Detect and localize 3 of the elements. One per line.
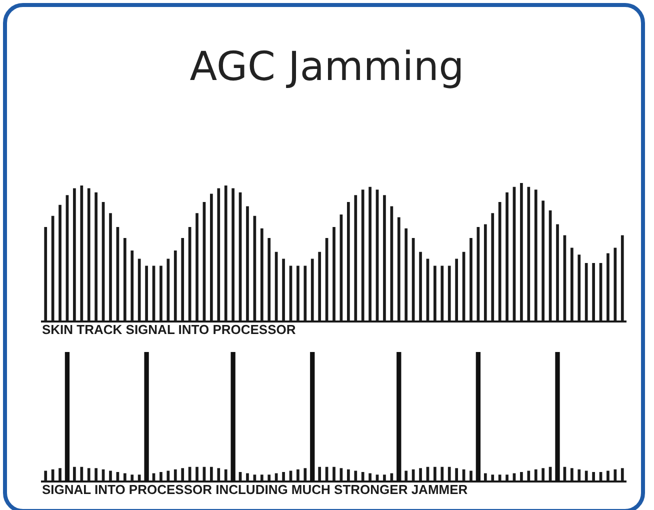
x-axis-title: SKIN TRACK SIGNAL INTO PROCESSOR — [42, 322, 296, 337]
chart-title: AGC Jamming — [188, 44, 466, 90]
x-axis-title: SIGNAL INTO PROCESSOR INCLUDING MUCH STRONGER JAMMER — [42, 482, 468, 497]
